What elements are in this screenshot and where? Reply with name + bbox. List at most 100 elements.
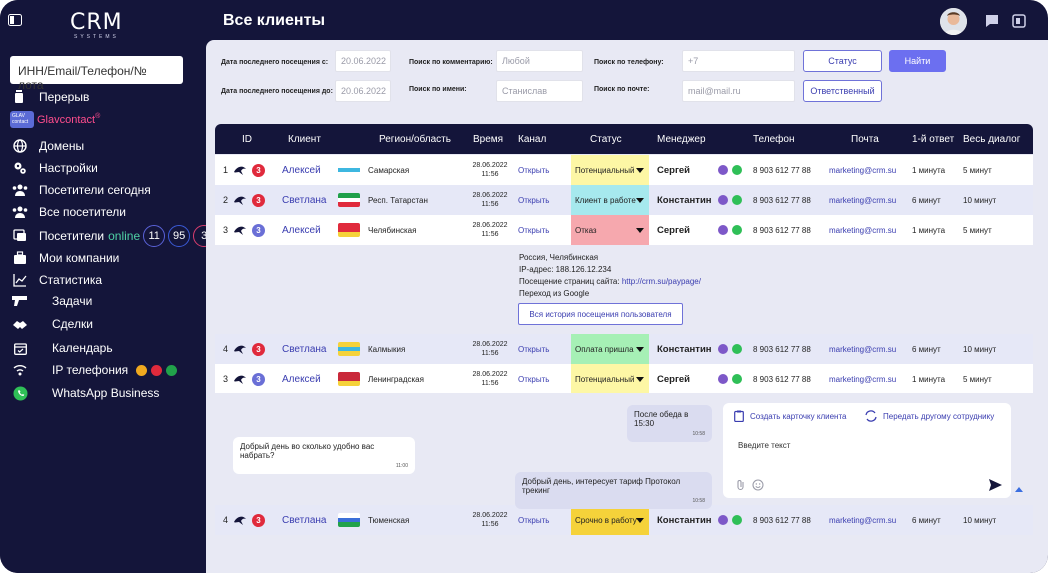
table-row[interactable]: 3 3 Алексей Ленинградская 28.06.2022 11:56 Отк… [215, 364, 1033, 394]
client-name-link[interactable]: Светлана [282, 194, 327, 206]
col-header-channel[interactable]: Канал [518, 134, 547, 145]
sidebar-item-whatsapp-business[interactable]: WhatsApp Business [12, 384, 159, 402]
col-header-region[interactable]: Регион/область [379, 134, 451, 145]
phone-search-input[interactable]: +7 [682, 50, 795, 72]
client-name-link[interactable]: Алексей [282, 224, 321, 236]
info-page-link[interactable]: http://crm.su/paypage/ [621, 277, 701, 286]
comment-search-input[interactable]: Любой [496, 50, 583, 72]
send-icon[interactable] [989, 479, 1002, 491]
viber-icon[interactable] [718, 515, 728, 525]
messenger-icons [718, 505, 742, 535]
col-header-first-reply[interactable]: 1-й ответ [912, 134, 955, 145]
table-row[interactable]: 1 3 Алексей Самарская 28.06.2022 11:56 Открыть… [215, 155, 1033, 185]
sidebar-item-settings[interactable]: Настройки [12, 159, 98, 177]
client-name-link[interactable]: Светлана [282, 514, 327, 526]
phone-number[interactable]: 8 903 612 77 88 [753, 165, 811, 175]
channel-open-link[interactable]: Открыть [518, 344, 550, 354]
emoji-icon[interactable] [752, 479, 764, 491]
email-link[interactable]: marketing@crm.su [829, 344, 897, 354]
col-header-client[interactable]: Клиент [288, 134, 321, 145]
scroll-up-icon[interactable] [1015, 487, 1023, 492]
users-icon [12, 182, 28, 198]
viber-icon[interactable] [718, 374, 728, 384]
table-row[interactable]: 4 3 Светлана Калмыкия 28.06.2022 11:56 Открыть… [215, 334, 1033, 364]
responsible-filter-button[interactable]: Ответственный [803, 80, 882, 102]
col-header-id[interactable]: ID [242, 134, 252, 145]
logout-icon[interactable] [1012, 14, 1026, 28]
status-dropdown[interactable]: Потенциальный [571, 155, 649, 185]
sidebar-item-deals[interactable]: Сделки [12, 315, 93, 333]
manager-name: Константин [657, 343, 712, 355]
transfer-employee-button[interactable]: Передать другому сотруднику [864, 410, 994, 422]
sidebar-item-domains[interactable]: Домены [12, 137, 84, 155]
name-search-input[interactable]: Станислав [496, 80, 583, 102]
region-name: Респ. Татарстан [368, 195, 428, 205]
col-header-phone[interactable]: Телефон [753, 134, 795, 145]
sidebar-item-calendar[interactable]: Календарь [12, 339, 113, 357]
whatsapp-icon[interactable] [732, 165, 742, 175]
col-header-dialog[interactable]: Весь диалог [963, 134, 1021, 145]
table-row[interactable]: 3 3 Алексей Челябинская 28.06.2022 11:56 Откры… [215, 215, 1033, 245]
whatsapp-icon[interactable] [732, 225, 742, 235]
status-dropdown[interactable]: Клиент в работе [571, 185, 649, 215]
email-link[interactable]: marketing@crm.su [829, 225, 897, 235]
whatsapp-icon[interactable] [732, 344, 742, 354]
email-link[interactable]: marketing@crm.su [829, 515, 897, 525]
phone-number[interactable]: 8 903 612 77 88 [753, 225, 811, 235]
create-client-card-button[interactable]: Создать карточку клиента [734, 410, 846, 422]
sidebar-item-break[interactable]: Перерыв [12, 88, 89, 106]
status-filter-button[interactable]: Статус [803, 50, 882, 72]
channel-open-link[interactable]: Открыть [518, 165, 550, 175]
sidebar-toggle-icon[interactable] [8, 14, 22, 26]
channel-open-link[interactable]: Открыть [518, 374, 550, 384]
avatar[interactable] [940, 8, 967, 35]
phone-number[interactable]: 8 903 612 77 88 [753, 195, 811, 205]
sidebar-item-ip-telephony[interactable]: IP телефония [12, 361, 181, 379]
col-header-manager[interactable]: Менеджер [657, 134, 706, 145]
messages-icon[interactable] [985, 14, 999, 28]
phone-number[interactable]: 8 903 612 77 88 [753, 515, 811, 525]
channel-open-link[interactable]: Открыть [518, 225, 550, 235]
status-dropdown[interactable]: Потенциальный [571, 364, 649, 394]
status-dropdown[interactable]: Оплата пришла [571, 334, 649, 364]
phone-number[interactable]: 8 903 612 77 88 [753, 344, 811, 354]
sidebar-item-visitors-today[interactable]: Посетители сегодня [12, 181, 151, 199]
date-to-input[interactable]: 20.06.2022 [335, 80, 391, 102]
whatsapp-icon[interactable] [732, 515, 742, 525]
sidebar-search-input[interactable]: ИНН/Email/Телефон/№ лота [10, 56, 183, 92]
status-value: Потенциальный [575, 165, 635, 175]
email-link[interactable]: marketing@crm.su [829, 195, 897, 205]
col-header-status[interactable]: Статус [590, 134, 622, 145]
client-name-link[interactable]: Алексей [282, 373, 321, 385]
table-row[interactable]: 4 3 Светлана Тюменская 28.06.2022 11:56 Открыт… [215, 505, 1033, 535]
date-from-input[interactable]: 20.06.2022 [335, 50, 391, 72]
phone-number[interactable]: 8 903 612 77 88 [753, 374, 811, 384]
client-name-link[interactable]: Светлана [282, 343, 327, 355]
channel-open-link[interactable]: Открыть [518, 515, 550, 525]
viber-icon[interactable] [718, 225, 728, 235]
mail-search-input[interactable]: mail@mail.ru [682, 80, 795, 102]
status-dropdown[interactable]: Отказ [571, 215, 649, 245]
find-button[interactable]: Найти [889, 50, 946, 72]
col-header-time[interactable]: Время [473, 134, 504, 145]
whatsapp-icon[interactable] [732, 195, 742, 205]
sidebar-item-statistics[interactable]: Статистика [12, 271, 102, 289]
table-row[interactable]: 2 3 Светлана Респ. Татарстан 28.06.2022 11:56… [215, 185, 1033, 215]
viber-icon[interactable] [718, 344, 728, 354]
email-link[interactable]: marketing@crm.su [829, 374, 897, 384]
sidebar-item-tasks[interactable]: Задачи [12, 292, 92, 310]
sidebar-item-all-visitors[interactable]: Все посетители [12, 203, 126, 221]
sidebar-item-visitors-online[interactable]: Посетители online 11 95 3 [12, 224, 216, 248]
viber-icon[interactable] [718, 195, 728, 205]
sidebar-item-my-companies[interactable]: Мои компании [12, 249, 119, 267]
viber-icon[interactable] [718, 165, 728, 175]
client-name-link[interactable]: Алексей [282, 164, 321, 176]
email-link[interactable]: marketing@crm.su [829, 165, 897, 175]
attach-icon[interactable] [736, 479, 746, 491]
visit-history-button[interactable]: Вся история посещения пользователя [518, 303, 683, 325]
whatsapp-icon[interactable] [732, 374, 742, 384]
status-dropdown[interactable]: Срочно в работу [571, 505, 649, 535]
col-header-mail[interactable]: Почта [851, 134, 879, 145]
channel-open-link[interactable]: Открыть [518, 195, 550, 205]
chat-message-input[interactable]: Введите текст [738, 441, 791, 450]
